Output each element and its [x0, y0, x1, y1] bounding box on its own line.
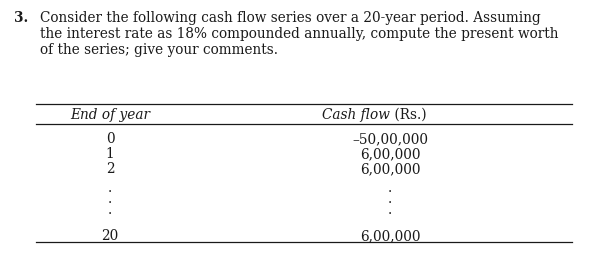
- Text: –50,00,000: –50,00,000: [352, 132, 428, 146]
- Text: 3.: 3.: [14, 11, 28, 25]
- Text: (Rs.): (Rs.): [390, 108, 426, 122]
- Text: Cash flow: Cash flow: [322, 108, 390, 122]
- Text: Consider the following cash flow series over a 20-year period. Assuming: Consider the following cash flow series …: [40, 11, 541, 25]
- Text: .: .: [108, 203, 112, 217]
- Text: 0: 0: [106, 132, 114, 146]
- Text: 6,00,000: 6,00,000: [360, 229, 420, 243]
- Text: .: .: [388, 181, 392, 195]
- Text: End of year: End of year: [70, 108, 150, 122]
- Text: 20: 20: [101, 229, 119, 243]
- Text: 6,00,000: 6,00,000: [360, 162, 420, 176]
- Text: of the series; give your comments.: of the series; give your comments.: [40, 43, 278, 57]
- Text: .: .: [388, 203, 392, 217]
- Text: 2: 2: [106, 162, 114, 176]
- Text: 1: 1: [106, 147, 114, 161]
- Text: 6,00,000: 6,00,000: [360, 147, 420, 161]
- Text: .: .: [388, 192, 392, 206]
- Text: .: .: [108, 181, 112, 195]
- Text: the interest rate as 18% compounded annually, compute the present worth: the interest rate as 18% compounded annu…: [40, 27, 559, 41]
- Text: .: .: [108, 192, 112, 206]
